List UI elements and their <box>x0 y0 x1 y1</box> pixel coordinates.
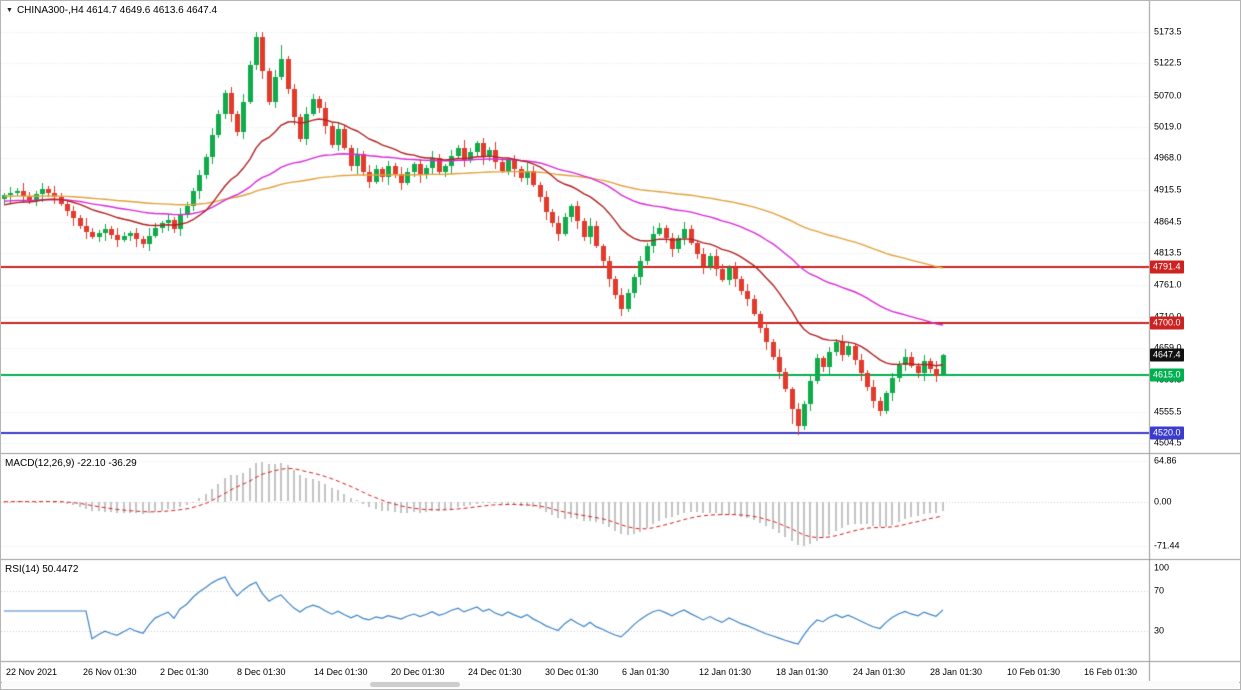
trading-chart-window: ▼ CHINA300-,H4 4614.7 4649.6 4613.6 4647… <box>0 0 1241 690</box>
chart-canvas[interactable] <box>1 1 1240 689</box>
